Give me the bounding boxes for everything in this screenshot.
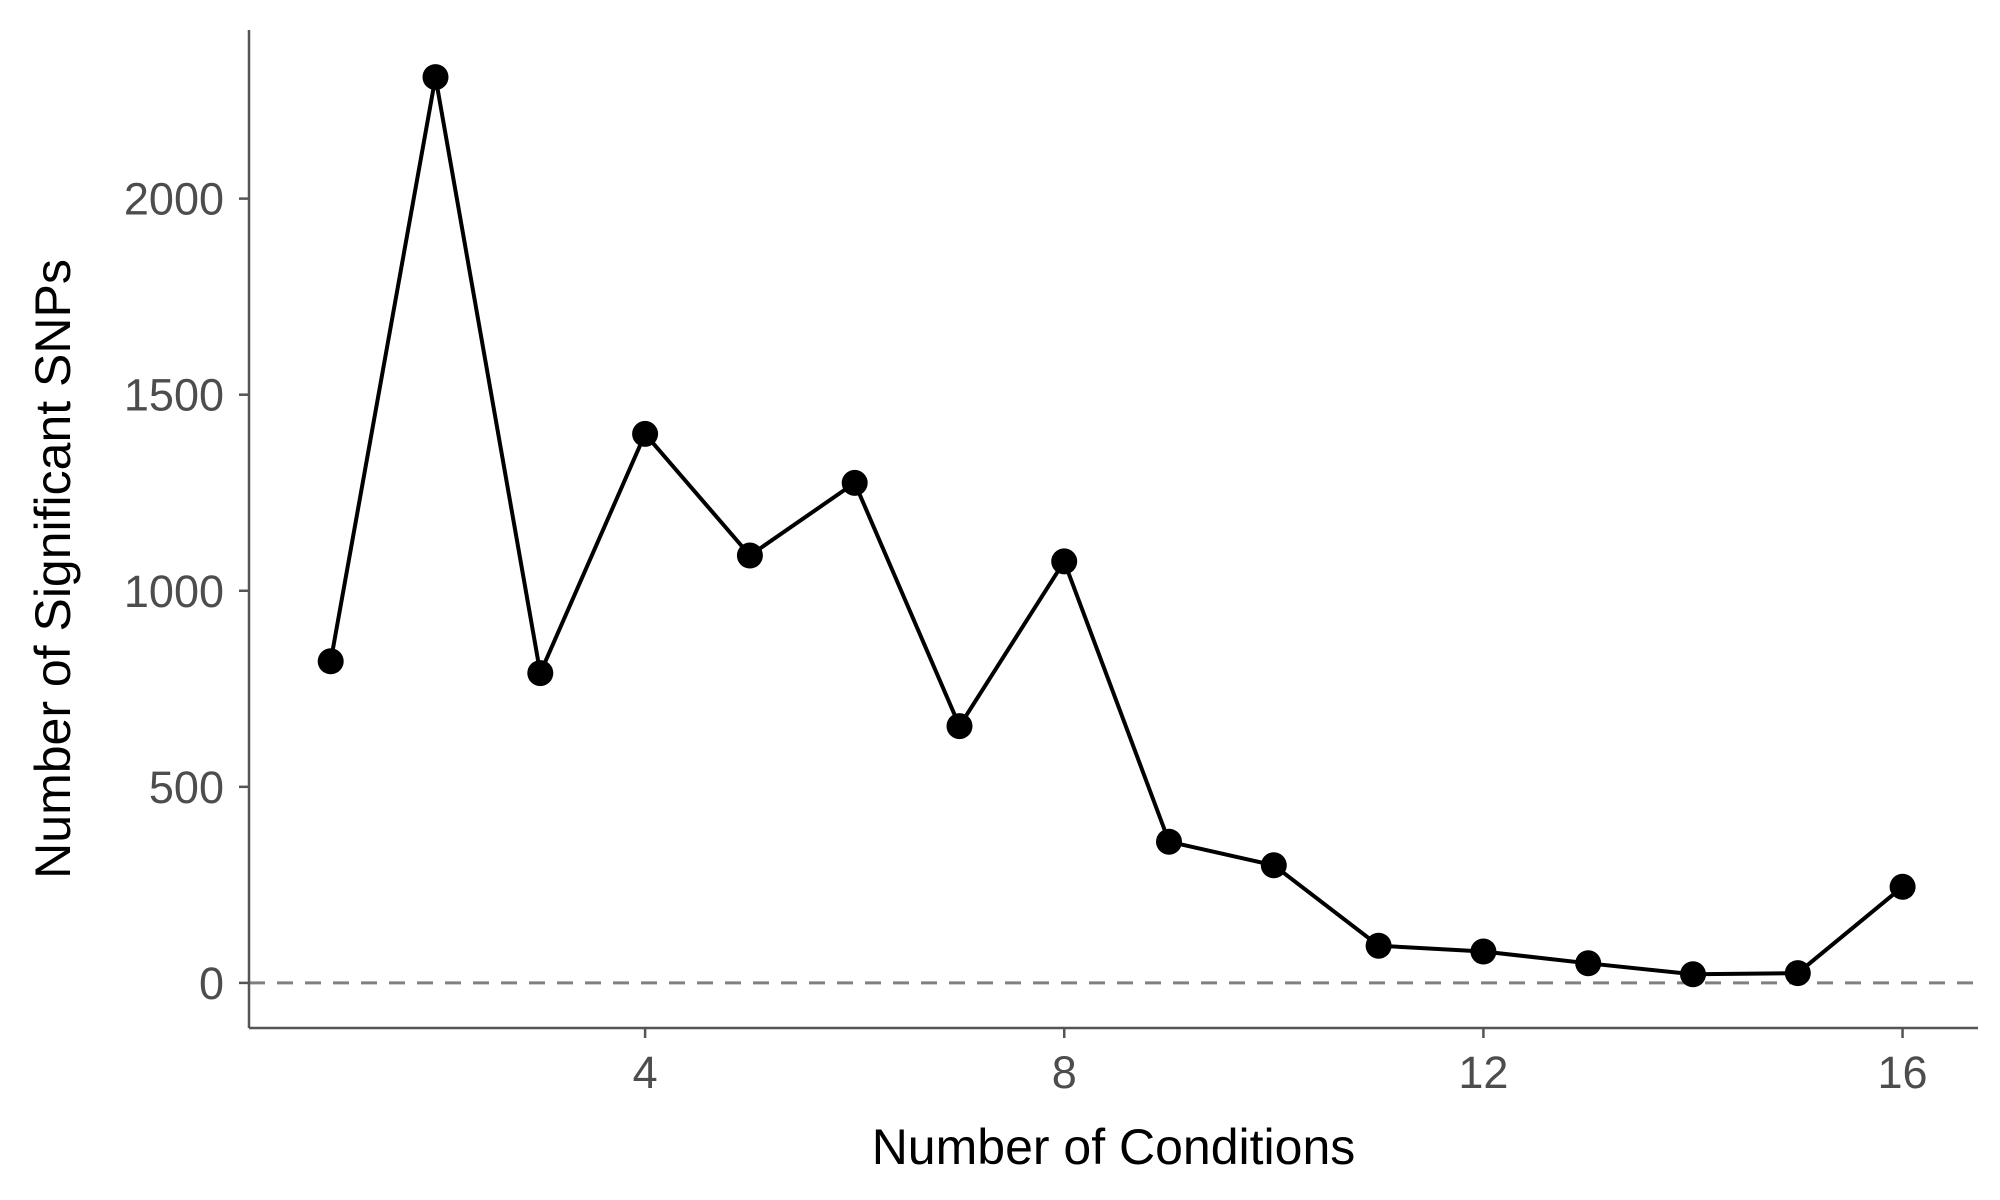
y-tick-label: 500 bbox=[149, 762, 224, 813]
data-point bbox=[1260, 852, 1287, 879]
y-tick-label: 1000 bbox=[124, 566, 224, 617]
data-point bbox=[736, 542, 763, 569]
series-line bbox=[328, 76, 1904, 977]
x-tick-label: 8 bbox=[1052, 1047, 1077, 1098]
data-point bbox=[1575, 950, 1602, 977]
data-point bbox=[422, 64, 449, 91]
x-tick-label: 12 bbox=[1458, 1047, 1508, 1098]
data-point bbox=[1156, 828, 1182, 855]
y-tick-label: 1500 bbox=[124, 370, 224, 421]
y-tick-label: 2000 bbox=[124, 174, 224, 225]
data-point bbox=[1680, 961, 1706, 988]
axes bbox=[247, 30, 1978, 1030]
ticks: 0 500 1000 1500 2000 4 8 12 16 bbox=[124, 174, 1928, 1098]
data-point bbox=[1784, 960, 1811, 987]
data-point bbox=[1889, 873, 1916, 900]
data-point bbox=[632, 420, 659, 447]
x-tick-label: 16 bbox=[1878, 1047, 1928, 1098]
data-point bbox=[317, 648, 344, 675]
y-axis-title: Number of Significant SNPs bbox=[25, 259, 81, 879]
series bbox=[317, 64, 1916, 988]
data-point bbox=[946, 713, 973, 740]
data-point bbox=[527, 660, 554, 687]
data-point bbox=[1051, 548, 1078, 575]
data-point bbox=[1470, 938, 1497, 965]
y-tick-label: 0 bbox=[199, 958, 224, 1009]
x-tick-label: 4 bbox=[633, 1047, 658, 1098]
x-axis-title: Number of Conditions bbox=[872, 1119, 1356, 1175]
data-point bbox=[841, 469, 868, 496]
data-point bbox=[1365, 932, 1392, 959]
